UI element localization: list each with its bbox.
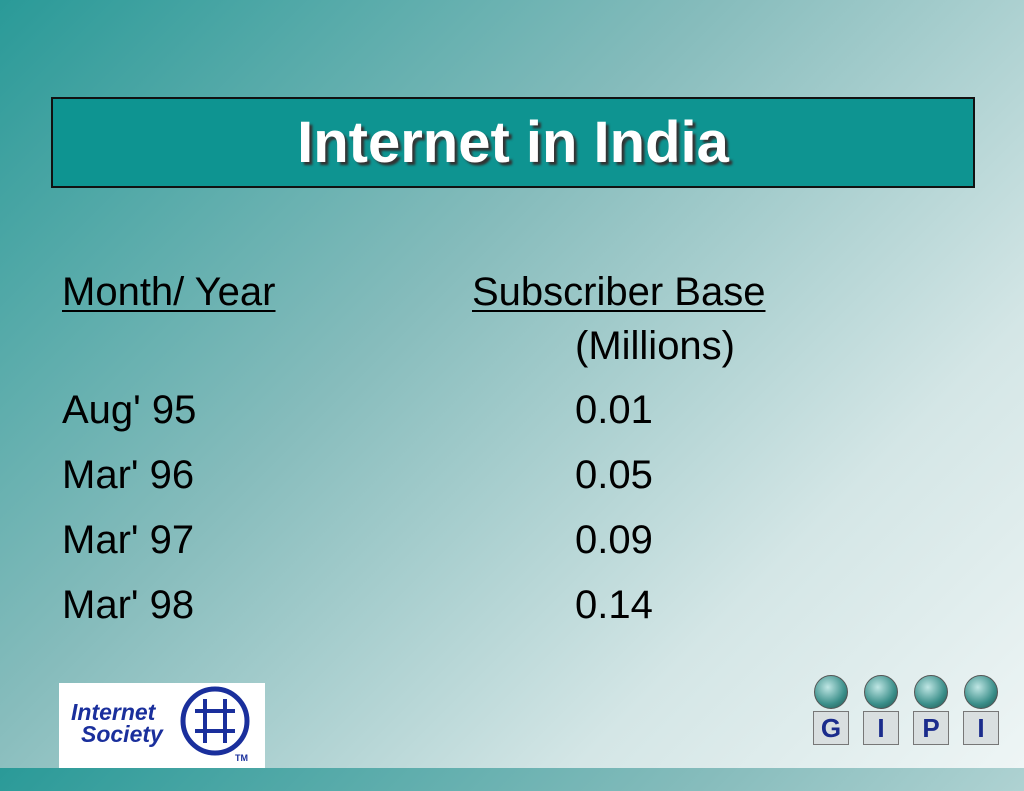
logo-text: TM [235,753,248,763]
table-cell: 0.09 [575,518,653,562]
globe-icon [814,675,848,709]
gipi-icon: I [863,675,899,745]
table-cell: Mar' 98 [62,583,195,627]
table-cell: Mar' 97 [62,518,195,562]
column-header-unit: (Millions) [575,324,735,368]
slide-title: Internet in India [297,110,729,175]
logo-emblem [180,686,250,756]
logo-text: Society [81,721,163,747]
table-cell: 0.05 [575,453,653,497]
globe-icon [864,675,898,709]
logo-text: Internet [71,699,156,725]
title-box: Internet in India [51,97,975,188]
gipi-letter: I [863,711,899,745]
globe-icon [914,675,948,709]
gipi-icon: P [913,675,949,745]
gipi-letter: P [913,711,949,745]
table-cell: Aug' 95 [62,388,197,432]
gipi-icon: G [813,675,849,745]
gipi-icon: I [963,675,999,745]
column-header: Month/ Year [62,270,276,314]
isoc-logo: Internet Society TM [59,683,265,768]
table-cell: 0.14 [575,583,653,627]
table-cell: 0.01 [575,388,653,432]
gipi-letter: G [813,711,849,745]
globe-icon [964,675,998,709]
table-cell: Mar' 96 [62,453,195,497]
slide: Internet in India Month/ Year Subscriber… [0,0,1024,768]
column-header: Subscriber Base [472,270,766,314]
gipi-letter: I [963,711,999,745]
